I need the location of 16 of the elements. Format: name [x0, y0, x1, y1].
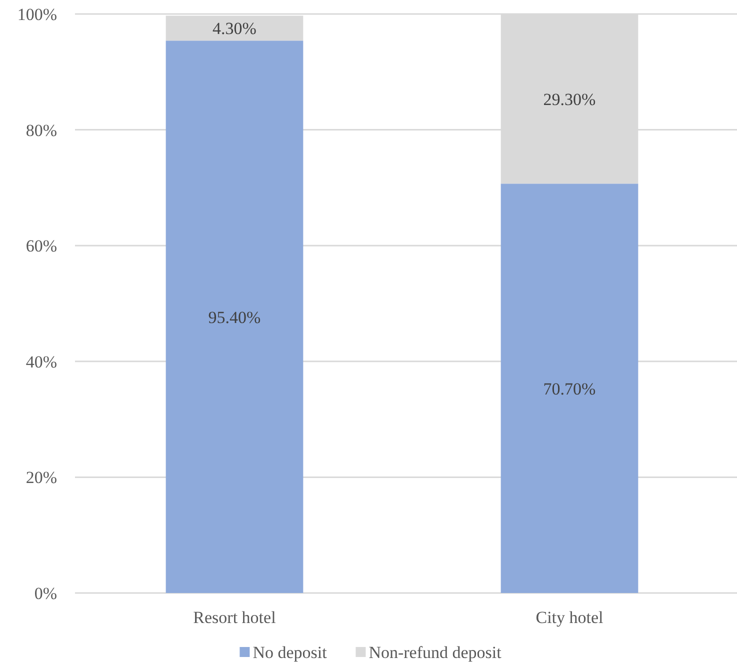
bar: [500, 184, 638, 593]
bar: [166, 40, 304, 593]
y-tick-label: 0%: [34, 584, 57, 603]
y-tick-label: 20%: [26, 468, 57, 488]
x-tick-label: City hotel: [536, 608, 604, 627]
y-tick-label: 80%: [26, 120, 57, 140]
x-tick-label: Resort hotel: [193, 608, 276, 627]
legend-label: Non-refund deposit: [368, 643, 502, 662]
y-tick-label: 60%: [26, 236, 57, 256]
data-label: 29.30%: [543, 90, 596, 109]
legend-label: No deposit: [252, 643, 328, 662]
y-tick-label: 100%: [17, 4, 57, 24]
data-label: 95.40%: [208, 308, 261, 327]
y-tick-label: 40%: [26, 352, 57, 372]
data-label: 4.30%: [212, 19, 256, 38]
data-label: 70.70%: [543, 379, 596, 398]
